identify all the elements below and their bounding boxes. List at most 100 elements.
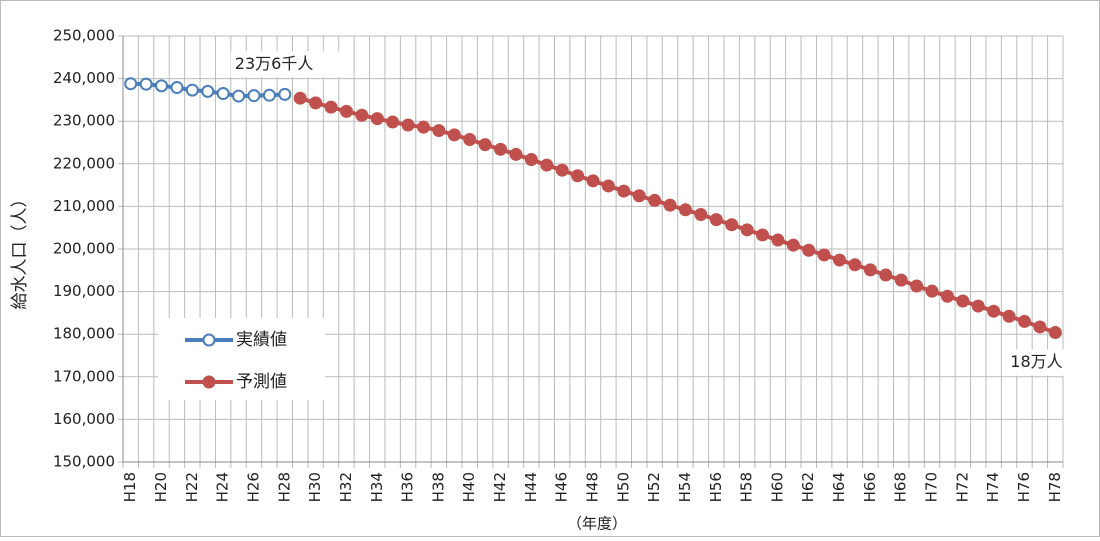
x-tick-label: H78	[1046, 472, 1064, 502]
data-point	[571, 169, 585, 183]
data-point	[740, 223, 754, 237]
x-tick-label: H20	[152, 472, 170, 502]
y-tick-label: 240,000	[53, 69, 115, 87]
x-tick-label: H54	[676, 472, 694, 502]
y-tick-label: 160,000	[53, 410, 115, 428]
data-point	[293, 91, 307, 105]
data-point	[1002, 309, 1016, 323]
data-point	[386, 115, 400, 129]
x-tick-label: H30	[306, 472, 324, 502]
data-point	[124, 77, 138, 91]
y-tick-label: 200,000	[53, 240, 115, 258]
data-point	[863, 263, 877, 277]
x-tick-label: H66	[861, 472, 879, 502]
y-axis-label: 給水人口（人）	[10, 191, 30, 310]
data-point	[324, 100, 338, 114]
data-point	[694, 207, 708, 221]
x-tick-label: H72	[953, 472, 971, 502]
data-point	[725, 218, 739, 232]
data-point	[971, 299, 985, 313]
x-tick-label: H76	[1015, 472, 1033, 502]
data-point	[802, 243, 816, 257]
data-point	[432, 124, 446, 138]
data-point	[247, 89, 261, 103]
x-tick-label: H40	[460, 472, 478, 502]
data-point	[586, 174, 600, 188]
legend-marker	[202, 333, 216, 347]
y-tick-label: 190,000	[53, 282, 115, 300]
data-point	[339, 104, 353, 118]
data-point	[848, 258, 862, 272]
x-tick-label: H56	[707, 472, 725, 502]
y-tick-label: 230,000	[53, 112, 115, 130]
x-tick-label: H28	[275, 472, 293, 502]
data-point	[771, 233, 785, 247]
data-point	[216, 87, 230, 101]
data-point	[940, 289, 954, 303]
data-point	[370, 112, 384, 126]
data-point	[1033, 320, 1047, 334]
x-tick-label: H24	[214, 472, 232, 502]
data-point	[524, 153, 538, 167]
y-tick-label: 150,000	[53, 453, 115, 471]
legend-box	[158, 318, 325, 400]
data-point	[786, 238, 800, 252]
x-tick-label: H60	[768, 472, 786, 502]
data-point	[817, 248, 831, 262]
x-tick-label: H42	[491, 472, 509, 502]
annotation-bg	[230, 51, 343, 78]
data-point	[879, 268, 893, 282]
y-tick-label: 180,000	[53, 325, 115, 343]
data-point	[355, 108, 369, 122]
x-tick-label: H32	[337, 472, 355, 502]
data-point	[139, 77, 153, 91]
data-point	[201, 84, 215, 98]
data-point	[987, 304, 1001, 318]
data-point	[540, 158, 554, 172]
data-point	[447, 128, 461, 142]
data-point	[555, 163, 569, 177]
x-tick-label: H22	[183, 472, 201, 502]
data-point	[463, 133, 477, 147]
x-axis-label: （年度）	[567, 515, 627, 533]
x-tick-label: H50	[614, 472, 632, 502]
data-point	[678, 203, 692, 217]
x-tick-label: H26	[244, 472, 262, 502]
data-point	[278, 87, 292, 101]
legend-marker	[202, 375, 216, 389]
data-point	[262, 88, 276, 102]
x-tick-label: H58	[738, 472, 756, 502]
data-point	[956, 294, 970, 308]
legend-label: 実績値	[236, 330, 287, 350]
data-point	[401, 118, 415, 132]
data-point	[1048, 325, 1062, 339]
x-tick-label: H46	[553, 472, 571, 502]
data-point	[632, 189, 646, 203]
y-tick-label: 170,000	[53, 367, 115, 385]
data-point	[601, 179, 615, 193]
data-point	[232, 89, 246, 103]
x-tick-label: H48	[584, 472, 602, 502]
x-tick-label: H70	[923, 472, 941, 502]
data-point	[185, 83, 199, 97]
data-point	[894, 273, 908, 287]
legend-label: 予測値	[236, 372, 287, 392]
data-point	[309, 96, 323, 110]
y-tick-label: 210,000	[53, 197, 115, 215]
annotation-bg	[1006, 349, 1085, 376]
x-tick-label: H18	[121, 472, 139, 502]
x-tick-label: H74	[984, 472, 1002, 502]
x-tick-label: H34	[368, 472, 386, 502]
annotation: 23万6千人	[235, 54, 314, 73]
x-tick-label: H36	[399, 472, 417, 502]
data-point	[663, 198, 677, 212]
data-point	[910, 279, 924, 293]
data-point	[170, 81, 184, 95]
x-tick-label: H68	[892, 472, 910, 502]
y-tick-label: 220,000	[53, 154, 115, 172]
data-point	[509, 147, 523, 161]
x-tick-label: H62	[799, 472, 817, 502]
data-point	[833, 253, 847, 267]
data-point	[648, 193, 662, 207]
x-tick-label: H64	[830, 472, 848, 502]
